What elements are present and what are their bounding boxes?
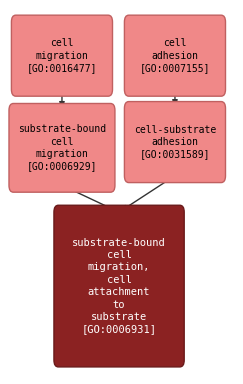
Text: cell
adhesion
[GO:0007155]: cell adhesion [GO:0007155]	[140, 38, 210, 73]
Text: substrate-bound
cell
migration,
cell
attachment
to
substrate
[GO:0006931]: substrate-bound cell migration, cell att…	[72, 238, 166, 334]
FancyBboxPatch shape	[124, 15, 226, 96]
FancyBboxPatch shape	[9, 104, 115, 192]
Text: cell-substrate
adhesion
[GO:0031589]: cell-substrate adhesion [GO:0031589]	[134, 125, 216, 159]
Text: substrate-bound
cell
migration
[GO:0006929]: substrate-bound cell migration [GO:00069…	[18, 124, 106, 171]
FancyBboxPatch shape	[11, 15, 113, 96]
FancyBboxPatch shape	[124, 102, 226, 183]
Text: cell
migration
[GO:0016477]: cell migration [GO:0016477]	[27, 38, 97, 73]
FancyBboxPatch shape	[54, 205, 184, 367]
